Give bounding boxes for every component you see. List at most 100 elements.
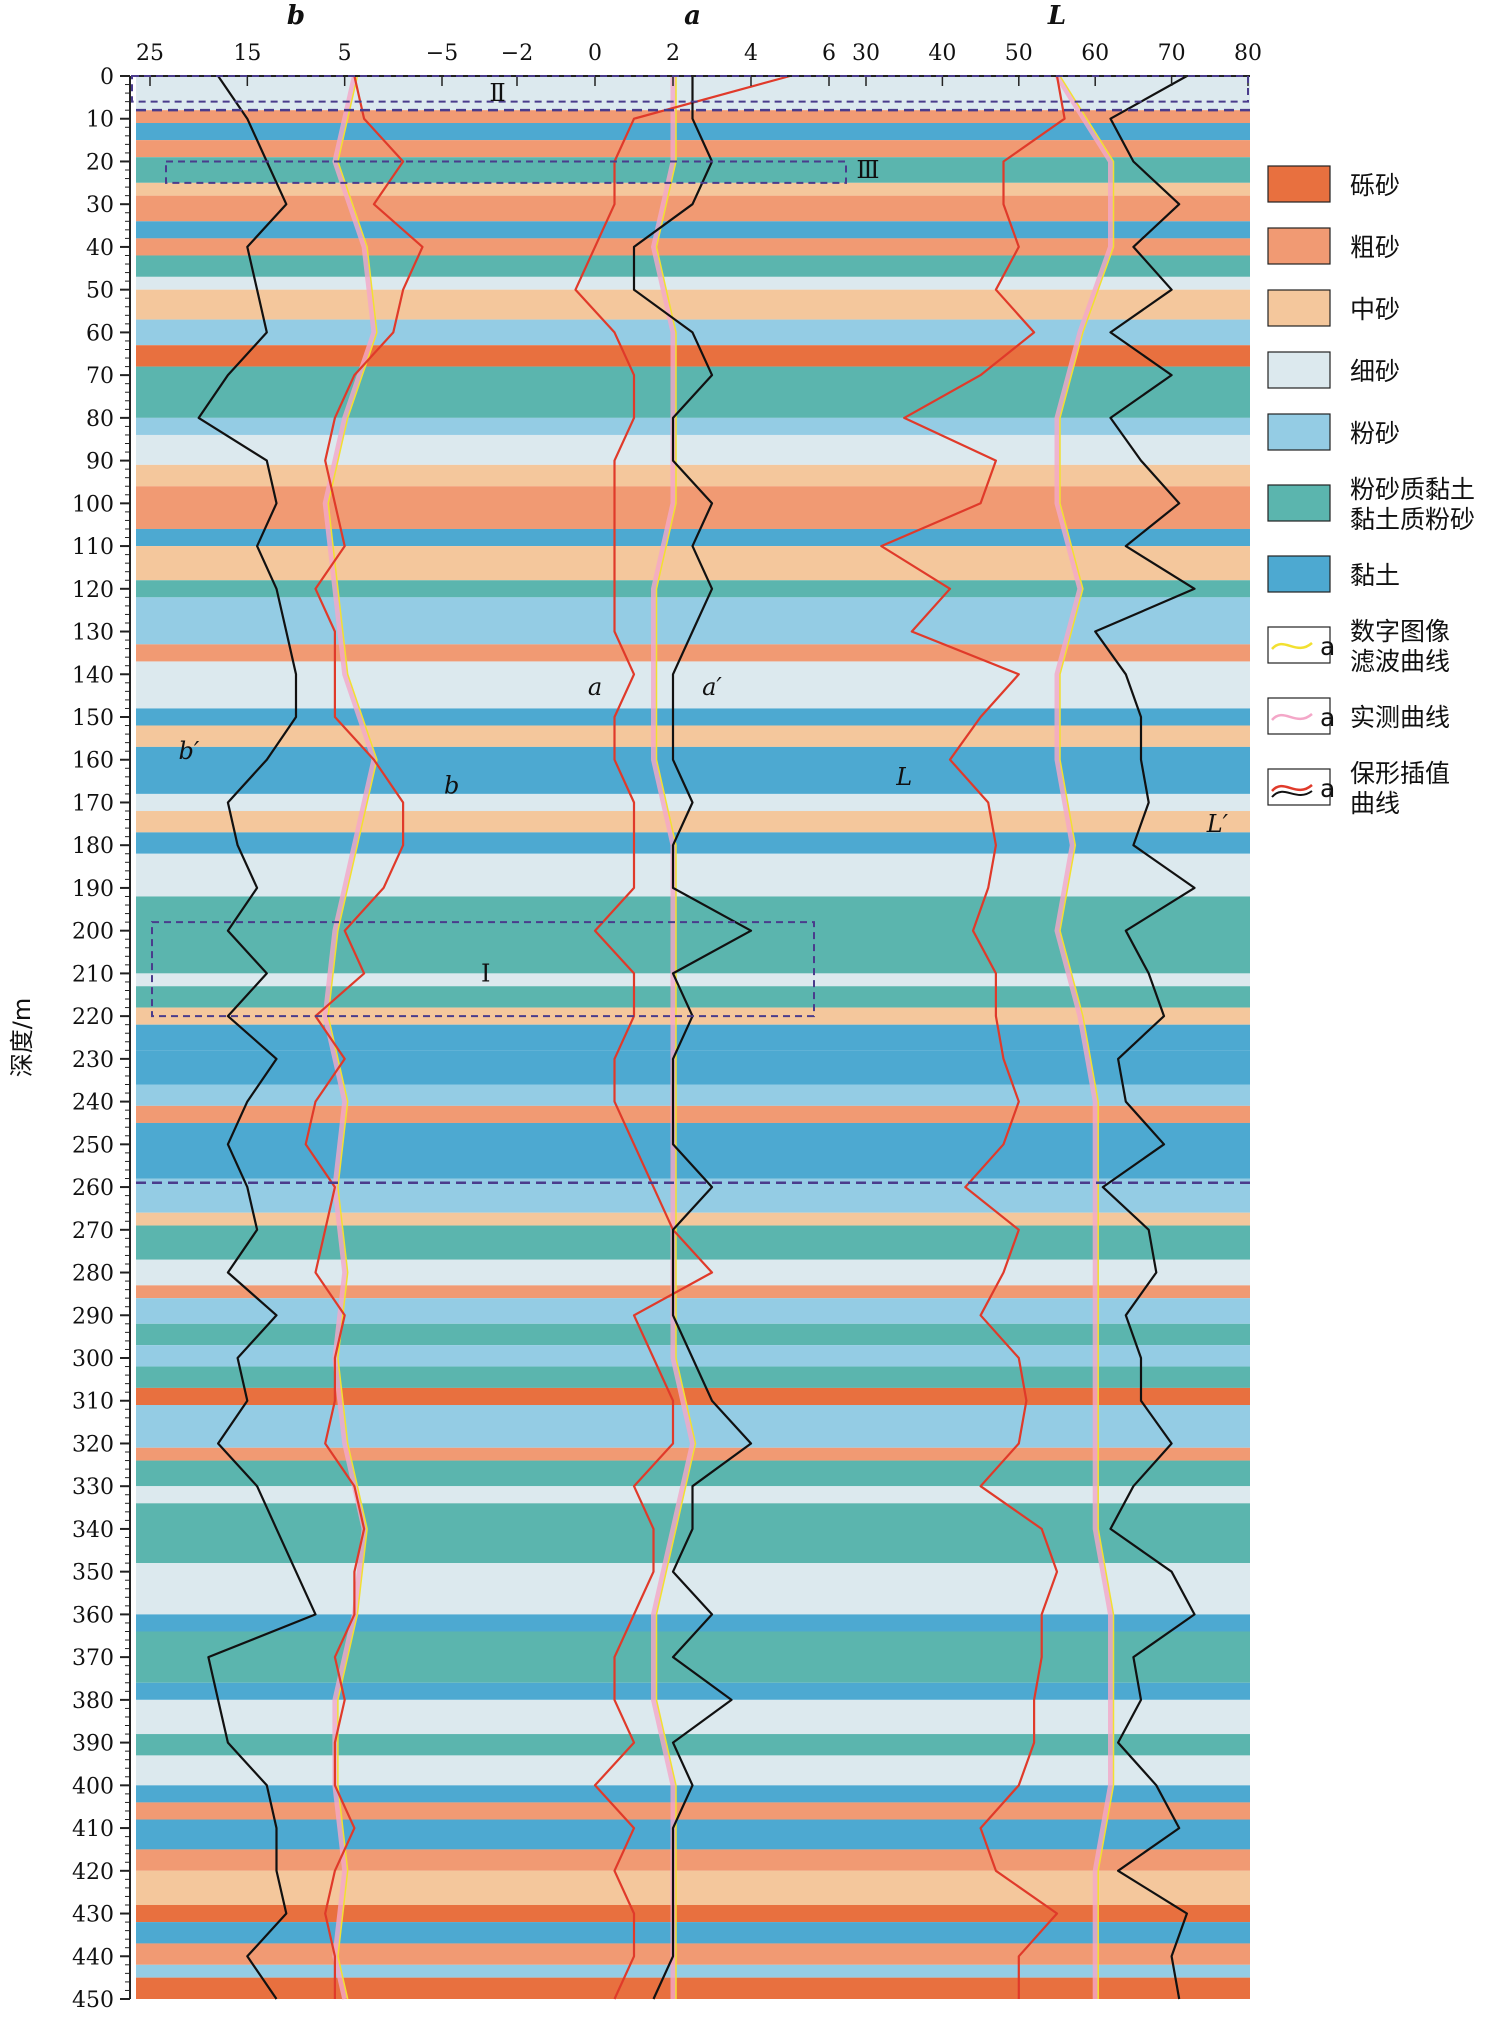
layer-26 bbox=[136, 725, 1250, 747]
x-tick-label-b: 25 bbox=[136, 41, 164, 66]
layer-24 bbox=[136, 661, 1250, 709]
legend-swatch-2 bbox=[1267, 289, 1331, 327]
layer-30 bbox=[136, 832, 1250, 854]
panel-title-L: L bbox=[1047, 1, 1066, 31]
legend-a-glyph: a bbox=[1320, 703, 1335, 732]
layer-38 bbox=[136, 1084, 1250, 1106]
layer-14 bbox=[136, 366, 1250, 418]
legend-swatch-3 bbox=[1267, 351, 1331, 389]
depth-tick-label: 260 bbox=[72, 1176, 114, 1201]
legend-label-5: 粉砂质黏土 bbox=[1350, 475, 1475, 504]
annotations: Ⅱ Ⅲ Ⅰa a′ b′ b L L′ bbox=[131, 75, 1250, 1185]
legend-label-2: 中砂 bbox=[1350, 295, 1400, 324]
annotation-label: a′ bbox=[702, 673, 722, 701]
depth-tick-label: 160 bbox=[72, 749, 114, 774]
legend-label-7: 数字图像 bbox=[1350, 617, 1450, 646]
layer-33 bbox=[136, 973, 1250, 987]
depth-tick-label: 350 bbox=[72, 1561, 114, 1586]
curve-a-conformal_interpolated bbox=[574, 74, 791, 2000]
depth-tick-label: 140 bbox=[72, 663, 114, 688]
x-tick-label-L: 70 bbox=[1158, 41, 1186, 66]
layer-11 bbox=[136, 289, 1250, 320]
layer-10 bbox=[136, 276, 1250, 290]
curve-a-filtered bbox=[655, 76, 697, 1999]
depth-tick-label: 400 bbox=[72, 1774, 114, 1799]
layer-70 bbox=[136, 1943, 1250, 1965]
curve-b-filtered bbox=[327, 75, 378, 2000]
layer-57 bbox=[136, 1614, 1250, 1632]
layer-42 bbox=[136, 1212, 1250, 1226]
legend-swatch-6 bbox=[1267, 555, 1331, 593]
depth-tick-label: 340 bbox=[72, 1518, 114, 1543]
x-tick-label-b: 5 bbox=[338, 41, 352, 66]
depth-tick-label: 290 bbox=[72, 1304, 114, 1329]
layer-5 bbox=[136, 182, 1250, 196]
depth-tick-label: 240 bbox=[72, 1091, 114, 1116]
depth-tick-label: 270 bbox=[72, 1219, 114, 1244]
depth-tick-label: 280 bbox=[72, 1262, 114, 1287]
layer-9 bbox=[136, 255, 1250, 277]
depth-tick-label: 190 bbox=[72, 877, 114, 902]
curves bbox=[197, 74, 1196, 2000]
layer-56 bbox=[136, 1563, 1250, 1615]
layer-62 bbox=[136, 1755, 1250, 1786]
depth-tick-label: 100 bbox=[72, 492, 114, 517]
depth-tick-label: 390 bbox=[72, 1732, 114, 1757]
panel-title-b: b bbox=[287, 1, 305, 31]
depth-tick-label: 10 bbox=[86, 108, 114, 133]
layer-21 bbox=[136, 580, 1250, 598]
depth-tick-label: 120 bbox=[72, 578, 114, 603]
depth-tick-label: 230 bbox=[72, 1048, 114, 1073]
legend-swatch-5 bbox=[1267, 484, 1331, 522]
layer-15 bbox=[136, 417, 1250, 435]
legend-line-9 bbox=[1271, 783, 1313, 792]
depth-tick-label: 50 bbox=[86, 279, 114, 304]
x-tick-label-a: −2 bbox=[501, 41, 533, 66]
x-tick-label-b: 15 bbox=[233, 41, 261, 66]
depth-tick-label: 40 bbox=[86, 236, 114, 261]
y-axis-label: 深度/m bbox=[8, 998, 36, 1077]
legend-label-8: 实测曲线 bbox=[1350, 703, 1450, 732]
curve-b-conformal_interpolated bbox=[304, 75, 424, 1999]
layer-7 bbox=[136, 221, 1250, 239]
layer-6 bbox=[136, 195, 1250, 222]
layer-34 bbox=[136, 986, 1250, 1008]
annotation-label: L bbox=[895, 763, 912, 791]
curve-b-measured bbox=[322, 75, 377, 2000]
layer-48 bbox=[136, 1345, 1250, 1367]
layer-68 bbox=[136, 1904, 1250, 1923]
x-tick-label-a: 0 bbox=[588, 41, 602, 66]
layer-71 bbox=[136, 1964, 1250, 1978]
layer-8 bbox=[136, 238, 1250, 256]
x-tick-label-L: 50 bbox=[1005, 41, 1033, 66]
region-box-Ⅲ bbox=[165, 160, 847, 184]
depth-tick-label: 130 bbox=[72, 621, 114, 646]
layer-31 bbox=[136, 853, 1250, 897]
layer-43 bbox=[136, 1225, 1250, 1260]
layer-20 bbox=[136, 546, 1250, 581]
layer-4 bbox=[136, 157, 1250, 183]
x-tick-label-a: 4 bbox=[744, 41, 758, 66]
layer-3 bbox=[136, 140, 1250, 158]
legend-line-black bbox=[1271, 790, 1313, 798]
layer-13 bbox=[136, 345, 1250, 367]
x-tick-label-L: 40 bbox=[928, 41, 956, 66]
depth-tick-label: 320 bbox=[72, 1432, 114, 1457]
legend-label-7: 滤波曲线 bbox=[1350, 647, 1450, 676]
depth-tick-label: 410 bbox=[72, 1817, 114, 1842]
layer-27 bbox=[136, 746, 1250, 794]
curve-L-conformal_interpolated_prime bbox=[1094, 75, 1196, 2000]
x-tick-label-b: −5 bbox=[426, 41, 458, 66]
legend-label-3: 细砂 bbox=[1350, 357, 1400, 386]
annotation-label: Ⅰ bbox=[481, 959, 490, 987]
depth-tick-label: 220 bbox=[72, 1005, 114, 1030]
legend-label-0: 砾砂 bbox=[1350, 171, 1400, 200]
legend-label-1: 粗砂 bbox=[1350, 233, 1400, 262]
axes: 0102030405060708090100110120130140150160… bbox=[8, 1, 1262, 2013]
layer-22 bbox=[136, 597, 1250, 645]
depth-tick-label: 90 bbox=[86, 450, 114, 475]
legend-swatch-1 bbox=[1267, 227, 1331, 265]
x-tick-label-L: 30 bbox=[852, 41, 880, 66]
depth-tick-label: 330 bbox=[72, 1475, 114, 1500]
